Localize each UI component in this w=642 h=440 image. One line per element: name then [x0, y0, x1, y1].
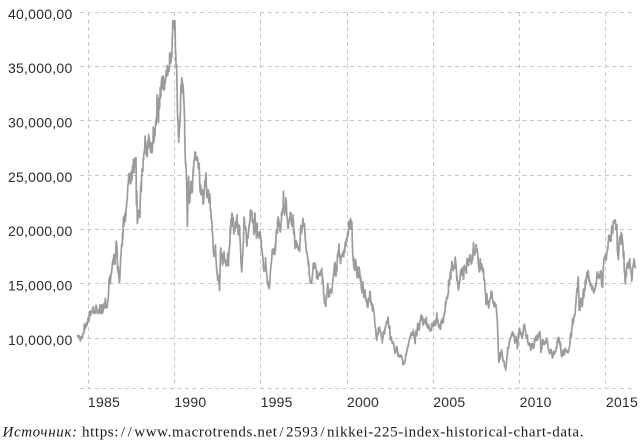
svg-text:Источник: https: / / www.macro: Источник: https: / / www.macrotrends.net…	[2, 425, 585, 440]
svg-text:20,000,00: 20,000,00	[8, 223, 73, 239]
svg-text:15,000,00: 15,000,00	[8, 278, 73, 294]
svg-text:10,000,00: 10,000,00	[8, 332, 73, 348]
svg-text:30,000,00: 30,000,00	[8, 115, 73, 131]
svg-text:35,000,00: 35,000,00	[8, 60, 73, 76]
svg-text:2010: 2010	[520, 394, 552, 410]
svg-text:1995: 1995	[261, 394, 293, 410]
svg-text:2015: 2015	[606, 394, 638, 410]
svg-text:25,000,00: 25,000,00	[8, 169, 73, 185]
svg-text:40,000,00: 40,000,00	[8, 6, 73, 22]
svg-text:1985: 1985	[88, 394, 120, 410]
svg-text:2000: 2000	[347, 394, 379, 410]
svg-text:1990: 1990	[174, 394, 206, 410]
svg-text:2005: 2005	[433, 394, 465, 410]
